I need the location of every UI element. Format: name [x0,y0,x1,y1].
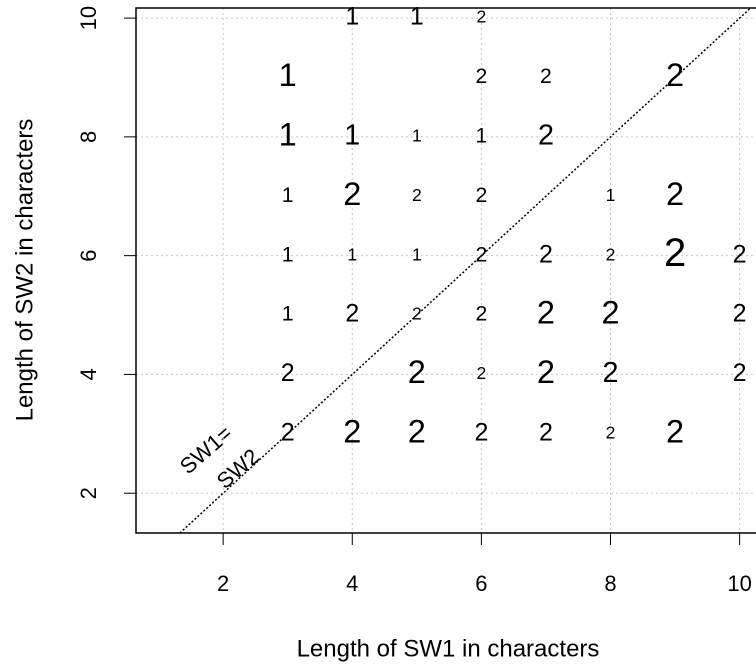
y-tick-label: 2 [76,487,101,499]
diagonal-line [179,7,752,534]
point-label: 2 [539,240,553,268]
point-label: 2 [666,413,684,449]
point-label: 1 [412,244,422,264]
point-label: 1 [279,57,297,93]
point-label: 2 [408,354,426,390]
x-tick-label: 8 [604,571,616,596]
point-label: 2 [603,357,619,389]
point-label: 2 [537,354,555,390]
point-label: 2 [475,183,487,207]
y-tick-label: 6 [76,250,101,262]
point-label: 2 [281,359,295,387]
point-label: 2 [733,359,747,387]
point-label: 2 [475,64,487,88]
point-label: 2 [733,240,747,268]
point-label: 2 [664,231,686,275]
x-tick-label: 6 [475,571,487,596]
point-label: 2 [666,57,684,93]
point-label: 2 [477,7,487,27]
point-label: 1 [410,3,424,31]
y-tick-label: 10 [76,6,101,30]
point-label: 2 [537,295,555,331]
point-label: 2 [666,176,684,212]
y-tick-label: 4 [76,368,101,380]
point-label: 2 [475,242,487,266]
x-tick-label: 4 [346,571,358,596]
point-label: 1 [279,116,297,152]
point-label: 2 [538,119,554,151]
point-label: 2 [343,176,361,212]
point-label: 2 [474,418,488,446]
point-label: 2 [601,295,619,331]
point-label: 1 [344,119,360,151]
plot-frame [135,7,756,534]
point-label: 2 [539,418,553,446]
point-label: 2 [408,413,426,449]
y-tick-label: 8 [76,131,101,143]
point-label: 1 [282,302,294,326]
point-label: 2 [412,304,422,324]
point-label: 2 [733,300,747,328]
point-label: 2 [412,185,422,205]
x-tick-label: 10 [727,571,751,596]
point-label: 1 [282,242,294,266]
point-label: 2 [281,418,295,446]
point-label: 1 [347,244,357,264]
point-label: 1 [345,3,359,31]
point-label: 1 [282,183,294,207]
point-label: 2 [345,300,359,328]
point-label: 2 [606,422,616,442]
x-axis-title: Length of SW1 in characters [297,635,600,662]
y-axis-title: Length of SW2 in characters [11,119,38,422]
point-label: 1 [475,123,487,147]
point-label: 1 [606,185,616,205]
x-tick-label: 2 [217,571,229,596]
point-label: 2 [475,302,487,326]
point-label: 2 [606,244,616,264]
point-label: 1 [412,125,422,145]
point-label: 2 [540,64,552,88]
point-label: 2 [477,363,487,383]
point-label: 2 [343,413,361,449]
